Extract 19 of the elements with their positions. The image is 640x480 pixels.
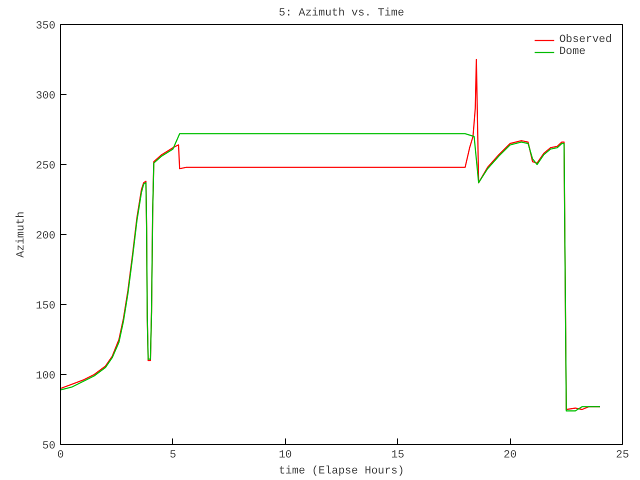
y-tick-label: 150	[36, 300, 56, 312]
y-tick-label: 50	[42, 440, 56, 452]
x-tick-label: 15	[391, 450, 404, 462]
x-tick-label: 0	[57, 450, 64, 462]
x-tick-label: 10	[278, 450, 292, 462]
x-tick-label: 25	[616, 450, 630, 462]
y-tick-label: 250	[36, 160, 56, 172]
x-tick-label: 20	[504, 450, 517, 462]
x-tick-label: 5	[170, 450, 176, 462]
y-tick-label: 350	[36, 20, 56, 32]
y-tick-label: 200	[36, 230, 56, 242]
y-tick-label: 100	[36, 370, 56, 382]
y-tick-label: 300	[36, 90, 56, 102]
legend-label: Dome	[559, 46, 586, 58]
line-series	[60, 133, 601, 412]
x-axis-title: time (Elapse Hours)	[278, 466, 404, 478]
chart-title: 5: Azimuth vs. Time	[278, 8, 404, 20]
y-axis-title: Azimuth	[16, 211, 28, 258]
legend-label: Observed	[559, 34, 612, 46]
